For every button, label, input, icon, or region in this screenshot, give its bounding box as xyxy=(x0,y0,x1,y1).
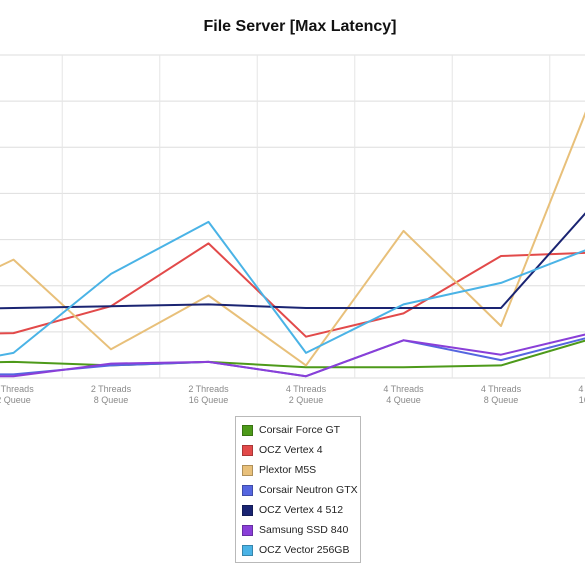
legend-label: OCZ Vector 256GB xyxy=(259,544,350,556)
legend-swatch xyxy=(242,484,253,496)
legend-label: Corsair Neutron GTX xyxy=(259,484,358,496)
series-line-ocz-vertex-4-512 xyxy=(0,212,585,310)
x-tick-label: 4 Threads 2 Queue xyxy=(286,384,327,405)
x-tick-label: 2 Threads 8 Queue xyxy=(91,384,132,405)
legend-swatch xyxy=(242,464,253,476)
series-line-samsung-ssd-840 xyxy=(0,333,585,378)
legend-swatch xyxy=(242,444,253,456)
grid xyxy=(0,54,585,379)
legend-label: OCZ Vertex 4 xyxy=(259,444,323,456)
legend-item: Corsair Force GT xyxy=(242,420,360,440)
chart-title: File Server [Max Latency] xyxy=(203,18,397,35)
legend-item: Plextor M5S xyxy=(242,460,360,480)
legend: Corsair Force GT OCZ Vertex 4 Plextor M5S C… xyxy=(235,416,361,563)
legend-label: Plextor M5S xyxy=(259,464,317,476)
x-tick-label: 2 Threads 16 Queue xyxy=(188,384,229,405)
legend-item: Samsung SSD 840 xyxy=(242,520,360,540)
x-tick-label: 4 Threads 4 Queue xyxy=(383,384,424,405)
series-line-ocz-vector-256gb xyxy=(0,220,585,357)
legend-swatch xyxy=(242,504,253,516)
series-lines xyxy=(0,111,585,378)
legend-item: Corsair Neutron GTX xyxy=(242,480,360,500)
legend-item: OCZ Vertex 4 512 xyxy=(242,500,360,520)
legend-label: Samsung SSD 840 xyxy=(259,524,349,536)
legend-item: OCZ Vector 256GB xyxy=(242,540,360,560)
legend-swatch xyxy=(242,544,253,556)
legend-swatch xyxy=(242,524,253,536)
series-line-corsair-neutron-gtx xyxy=(0,337,585,378)
legend-item: OCZ Vertex 4 xyxy=(242,440,360,460)
legend-label: Corsair Force GT xyxy=(259,424,341,436)
x-tick-label: 4 Threads 8 Queue xyxy=(481,384,522,405)
legend-swatch xyxy=(242,424,253,436)
legend-label: OCZ Vertex 4 512 xyxy=(259,504,344,516)
series-line-plextor-m5s xyxy=(0,111,585,367)
